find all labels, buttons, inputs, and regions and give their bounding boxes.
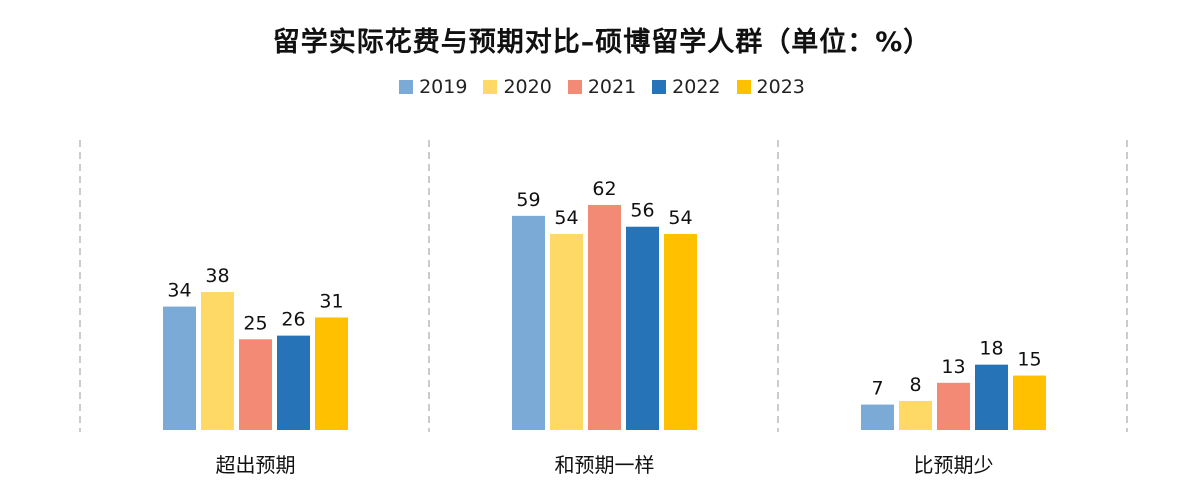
legend: 2019 2020 2021 2022 2023 (0, 76, 1204, 98)
data-label: 34 (167, 280, 191, 302)
data-label: 8 (909, 374, 921, 396)
data-label: 54 (668, 207, 692, 229)
bar-2021-0 (239, 339, 272, 430)
bar-2022-0 (277, 335, 310, 430)
legend-label: 2021 (587, 76, 637, 98)
category-label: 比预期少 (914, 453, 994, 477)
legend-swatch (399, 80, 414, 94)
bar-2020-1 (550, 233, 583, 430)
bar-2021-1 (588, 204, 621, 430)
bar-2021-2 (937, 382, 970, 430)
category-label: 超出预期 (216, 453, 296, 477)
bar-2023-2 (1013, 375, 1046, 430)
legend-item-2021: 2021 (567, 76, 637, 98)
legend-label: 2020 (503, 76, 552, 98)
legend-label: 2022 (672, 76, 721, 98)
bar-2020-0 (201, 292, 234, 430)
chart-title: 留学实际花费与预期对比–硕博留学人群（单位：%） (272, 27, 932, 58)
bar-2023-1 (664, 233, 697, 430)
data-label: 25 (243, 312, 267, 334)
bar-2022-1 (626, 226, 659, 430)
data-label: 38 (205, 265, 229, 287)
data-label: 56 (630, 200, 654, 222)
legend-item-2023: 2023 (736, 76, 805, 98)
legend-item-2020: 2020 (483, 76, 552, 98)
data-label: 31 (319, 290, 343, 312)
bar-2019-0 (163, 306, 196, 430)
legend-label: 2023 (756, 76, 805, 98)
data-label: 59 (516, 189, 540, 211)
bar-2020-2 (899, 400, 932, 430)
data-label: 26 (281, 309, 305, 331)
legend-label: 2019 (419, 76, 468, 98)
data-label: 18 (979, 338, 1003, 360)
data-label: 54 (554, 207, 578, 229)
legend-swatch (652, 80, 667, 94)
legend-item-2022: 2022 (652, 76, 721, 98)
data-label: 7 (871, 378, 883, 400)
bar-2023-0 (315, 317, 348, 430)
data-label: 15 (1017, 349, 1041, 371)
legend-item-2019: 2019 (399, 76, 467, 98)
data-label: 62 (592, 178, 616, 200)
legend-swatch (567, 80, 582, 94)
bar-2019-1 (512, 215, 545, 430)
legend-swatch (483, 80, 498, 94)
legend-swatch (736, 80, 751, 94)
category-label: 和预期一样 (555, 453, 655, 477)
data-label: 13 (941, 356, 965, 378)
bar-2019-2 (861, 404, 894, 430)
bar-2022-2 (975, 364, 1008, 430)
